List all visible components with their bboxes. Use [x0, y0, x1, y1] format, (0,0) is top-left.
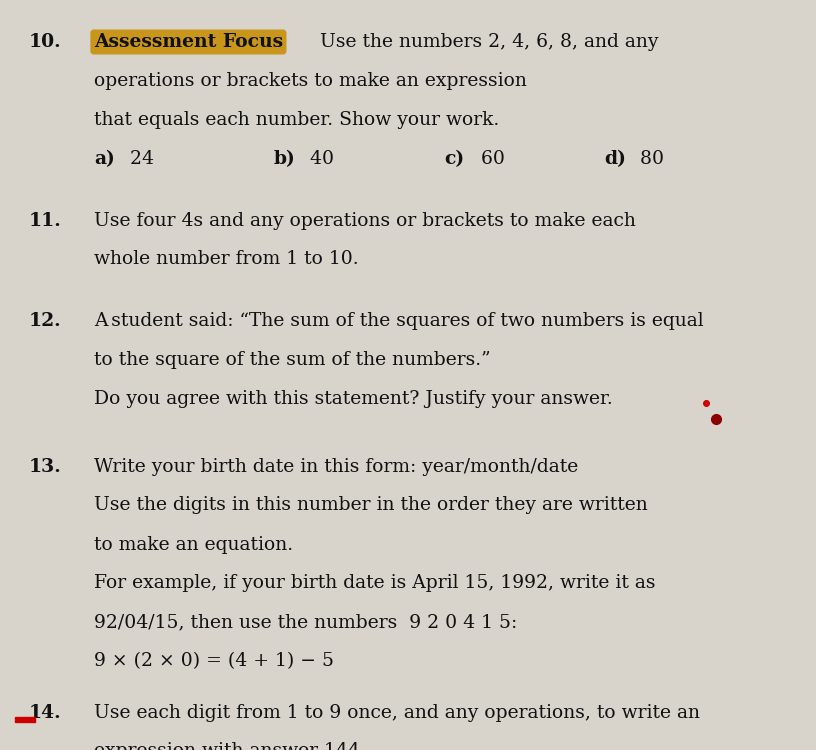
Text: 11.: 11. — [29, 211, 61, 230]
Text: 80: 80 — [634, 150, 664, 168]
Text: 9 × (2 × 0) = (4 + 1) − 5: 9 × (2 × 0) = (4 + 1) − 5 — [94, 652, 334, 670]
Text: 40: 40 — [304, 150, 334, 168]
Text: 92/04/15, then use the numbers  9 2 0 4 1 5:: 92/04/15, then use the numbers 9 2 0 4 1… — [94, 614, 517, 632]
Text: 14.: 14. — [29, 704, 61, 722]
Text: 60: 60 — [475, 150, 505, 168]
Text: Write your birth date in this form: year/month/date: Write your birth date in this form: year… — [94, 458, 578, 476]
Text: Use four 4s and any operations or brackets to make each: Use four 4s and any operations or bracke… — [94, 211, 636, 230]
Text: a): a) — [94, 150, 114, 168]
Text: to the square of the sum of the numbers.”: to the square of the sum of the numbers.… — [94, 351, 490, 369]
Bar — [15, 717, 35, 722]
Text: to make an equation.: to make an equation. — [94, 536, 293, 554]
Text: For example, if your birth date is April 15, 1992, write it as: For example, if your birth date is April… — [94, 574, 655, 592]
Text: 10.: 10. — [29, 33, 61, 51]
Text: operations or brackets to make an expression: operations or brackets to make an expres… — [94, 72, 526, 90]
Text: whole number from 1 to 10.: whole number from 1 to 10. — [94, 251, 358, 268]
Text: 13.: 13. — [29, 458, 61, 476]
Text: Assessment Focus: Assessment Focus — [94, 33, 283, 51]
Text: A student said: “The sum of the squares of two numbers is equal: A student said: “The sum of the squares … — [94, 312, 703, 330]
Text: b): b) — [273, 150, 295, 168]
Text: expression with answer 144.: expression with answer 144. — [94, 742, 366, 750]
Text: d): d) — [604, 150, 626, 168]
Text: 12.: 12. — [29, 312, 61, 330]
Text: Use each digit from 1 to 9 once, and any operations, to write an: Use each digit from 1 to 9 once, and any… — [94, 704, 700, 722]
Text: 24: 24 — [124, 150, 154, 168]
Text: Do you agree with this statement? Justify your answer.: Do you agree with this statement? Justif… — [94, 390, 613, 408]
Text: c): c) — [445, 150, 465, 168]
Text: Use the numbers 2, 4, 6, 8, and any: Use the numbers 2, 4, 6, 8, and any — [314, 33, 659, 51]
Text: that equals each number. Show your work.: that equals each number. Show your work. — [94, 111, 499, 129]
Text: Use the digits in this number in the order they are written: Use the digits in this number in the ord… — [94, 496, 648, 514]
